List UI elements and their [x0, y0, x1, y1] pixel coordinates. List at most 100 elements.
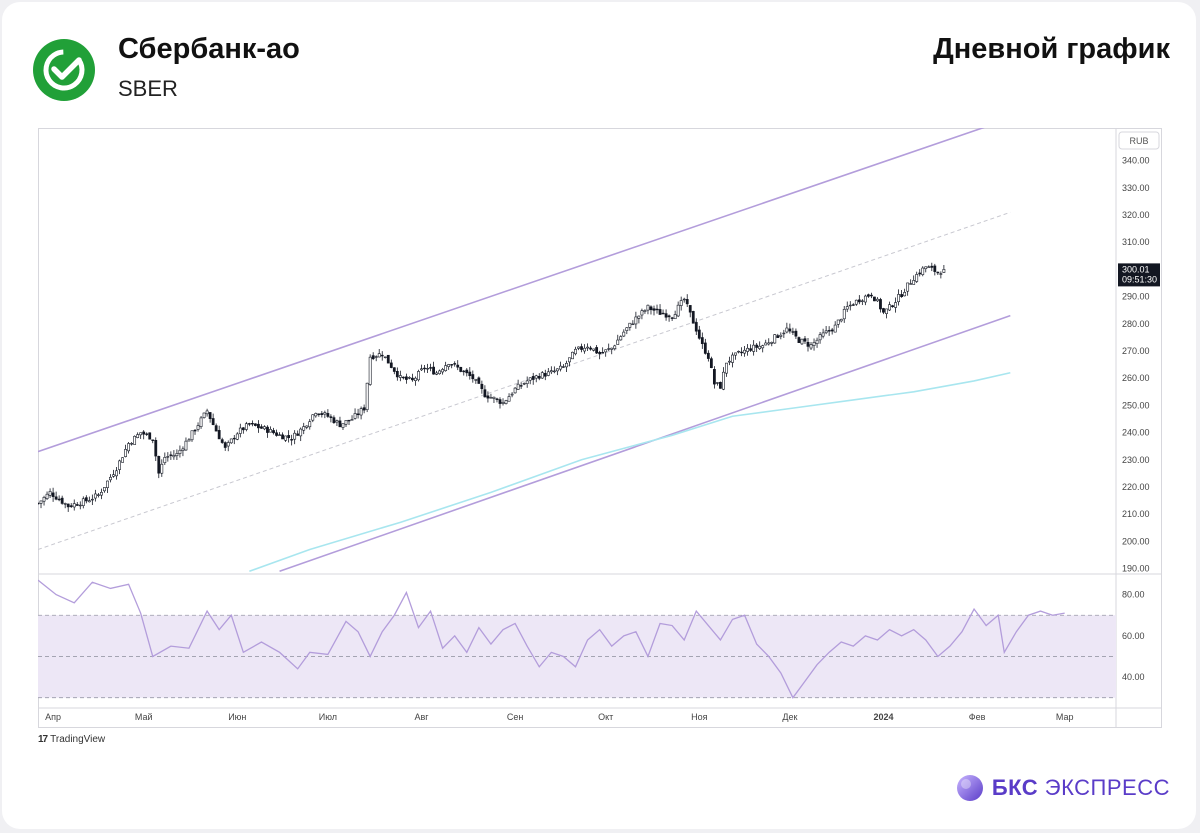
- candle-body: [565, 363, 568, 368]
- candle-body: [54, 496, 58, 500]
- candle-body: [725, 362, 728, 374]
- candle-body: [281, 434, 284, 440]
- candle-body: [78, 504, 82, 507]
- candle-body: [148, 432, 152, 440]
- candle-body: [374, 356, 378, 358]
- candle-body: [507, 396, 511, 402]
- candle-body: [824, 330, 828, 334]
- candle-body: [803, 338, 807, 342]
- candle-body: [266, 426, 269, 433]
- candle-body: [38, 502, 40, 505]
- candle-body: [842, 309, 846, 320]
- candle-body: [130, 443, 134, 445]
- candle-body: [658, 309, 662, 315]
- candle-body: [323, 412, 327, 415]
- candle-body: [631, 323, 635, 326]
- tradingview-label: TradingView: [50, 734, 106, 745]
- time-tick-label: Фев: [969, 712, 986, 722]
- candle-body: [208, 412, 212, 419]
- candle-body: [549, 370, 553, 373]
- rsi-tick-label: 60.00: [1122, 631, 1145, 641]
- candle-body: [628, 322, 632, 328]
- candle-body: [371, 355, 375, 360]
- last-price-marker: 300.01 09:51:30: [1118, 263, 1160, 287]
- candles-layer: [38, 262, 946, 512]
- last-price-value: 300.01: [1122, 264, 1150, 274]
- candle-body: [217, 430, 221, 440]
- candle-body: [344, 420, 348, 425]
- indicator-lines-layer: [38, 128, 1011, 573]
- candle-body: [395, 371, 399, 378]
- candle-body: [447, 364, 451, 367]
- candle-body: [39, 500, 43, 504]
- candle-body: [885, 308, 888, 314]
- candle-body: [290, 439, 294, 441]
- candle-body: [356, 413, 360, 416]
- candle-body: [166, 456, 170, 458]
- candle-body: [257, 423, 260, 429]
- candle-body: [368, 356, 372, 385]
- candle-body: [821, 332, 825, 337]
- candle-body: [42, 497, 46, 502]
- time-tick-label: 2024: [873, 712, 893, 722]
- price-tick-label: 200.00: [1122, 536, 1150, 546]
- candle-body: [897, 294, 900, 303]
- candle-body: [93, 493, 97, 499]
- candle-body: [888, 304, 891, 311]
- candle-body: [417, 371, 420, 381]
- candle-body: [528, 377, 532, 381]
- candle-body: [685, 299, 689, 305]
- candle-body: [353, 413, 357, 419]
- candle-body: [703, 342, 707, 354]
- candle-body: [57, 498, 61, 501]
- candle-body: [383, 356, 387, 358]
- candle-body: [359, 408, 363, 416]
- candle-body: [764, 342, 768, 346]
- price-tick-label: 280.00: [1122, 319, 1150, 329]
- candle-body: [244, 423, 248, 430]
- candle-body: [232, 437, 236, 440]
- candle-body: [863, 295, 867, 303]
- candle-body: [275, 432, 278, 436]
- candle-body: [583, 347, 586, 352]
- candle-body: [598, 352, 602, 355]
- candle-body: [716, 382, 719, 384]
- price-chart[interactable]: RUB 190.00 200.00 210.00 220.00 230.00 240.00…: [38, 128, 1162, 728]
- candle-body: [552, 370, 556, 373]
- candle-body: [734, 352, 737, 356]
- price-tick-label: 270.00: [1122, 346, 1150, 356]
- time-tick-label: Май: [135, 712, 153, 722]
- candle-body: [202, 412, 206, 418]
- candle-body: [365, 382, 369, 410]
- currency-badge[interactable]: [1118, 131, 1160, 150]
- candle-body: [712, 368, 716, 385]
- candle-body: [700, 337, 704, 345]
- candle-body: [755, 344, 759, 348]
- candle-body: [839, 319, 843, 322]
- candle-body: [45, 493, 49, 500]
- candle-body: [48, 491, 52, 496]
- candle-body: [797, 337, 801, 343]
- candle-body: [199, 417, 203, 427]
- candle-body: [912, 280, 916, 285]
- bar-countdown: 09:51:30: [1122, 274, 1157, 284]
- candle-body: [299, 428, 303, 437]
- candle-body: [498, 399, 502, 404]
- price-tick-label: 210.00: [1122, 509, 1150, 519]
- candle-body: [414, 377, 417, 381]
- candle-body: [229, 438, 233, 444]
- candle-body: [625, 327, 629, 331]
- candle-body: [69, 505, 73, 507]
- candle-body: [891, 305, 894, 308]
- candle-body: [619, 336, 623, 341]
- channel-mid-line: [38, 211, 1011, 550]
- candle-body: [398, 375, 402, 378]
- candle-body: [818, 334, 822, 341]
- candle-body: [761, 345, 765, 349]
- candle-body: [915, 274, 919, 282]
- candle-body: [601, 352, 605, 354]
- candle-body: [791, 331, 795, 333]
- candle-body: [873, 296, 876, 302]
- candle-body: [860, 300, 864, 302]
- candle-body: [462, 370, 466, 373]
